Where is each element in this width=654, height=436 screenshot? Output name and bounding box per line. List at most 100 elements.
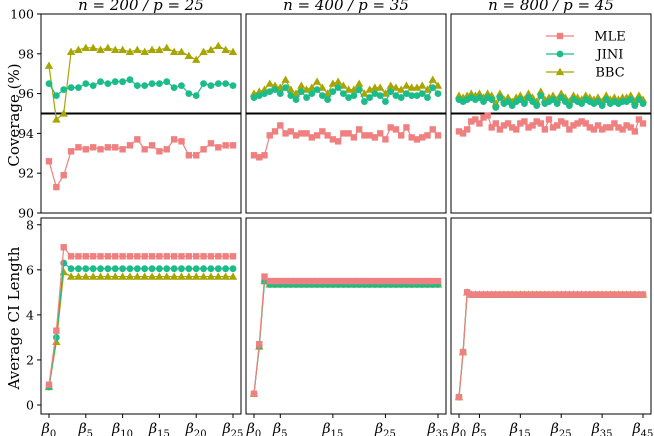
point-mle — [549, 124, 557, 131]
point-mle — [419, 277, 426, 285]
point-jini — [355, 86, 363, 94]
point-mle — [590, 126, 598, 133]
point-mle — [529, 291, 536, 298]
point-mle — [429, 277, 436, 285]
point-jini — [496, 94, 504, 101]
point-mle — [472, 291, 479, 298]
point-mle — [350, 134, 358, 141]
point-mle — [615, 124, 622, 131]
point-jini — [163, 265, 171, 273]
point-mle — [200, 146, 207, 153]
point-mle — [480, 291, 487, 298]
point-bbc — [206, 45, 216, 53]
point-mle — [361, 277, 368, 285]
point-bbc — [103, 43, 113, 51]
legend-item-jini: JINI — [546, 48, 623, 63]
point-bbc — [344, 85, 353, 93]
series-jini — [455, 288, 647, 401]
point-bbc — [297, 81, 306, 89]
point-mle — [500, 291, 508, 298]
point-mle — [200, 253, 207, 260]
point-jini — [229, 82, 237, 90]
point-mle — [371, 134, 379, 141]
point-mle — [459, 130, 467, 137]
x-tick-label: β15 — [321, 421, 343, 436]
coverage-axis-label: Coverage (%) — [5, 63, 23, 166]
point-mle — [376, 130, 384, 137]
point-mle — [398, 277, 405, 285]
y-tick-label: 94 — [18, 126, 34, 141]
point-mle — [45, 158, 53, 165]
point-bbc — [184, 51, 194, 59]
point-bbc — [81, 43, 90, 51]
point-mle — [537, 291, 544, 298]
legend-marker — [555, 67, 565, 76]
point-mle — [355, 277, 363, 285]
point-mle — [371, 277, 379, 285]
point-mle — [319, 277, 326, 285]
point-mle — [97, 253, 104, 260]
point-jini — [185, 265, 193, 273]
point-jini — [126, 265, 134, 273]
series-bbc — [44, 267, 238, 391]
point-mle — [529, 122, 536, 129]
point-mle — [329, 277, 337, 285]
point-mle — [134, 253, 141, 260]
point-mle — [287, 128, 294, 135]
point-jini — [156, 265, 163, 273]
point-mle — [387, 124, 394, 131]
point-mle — [361, 132, 368, 139]
point-mle — [484, 291, 491, 298]
point-mle — [468, 291, 475, 298]
point-mle — [193, 152, 200, 159]
point-bbc — [118, 272, 127, 280]
series-line-mle — [253, 275, 438, 394]
point-mle — [126, 142, 134, 149]
point-mle — [67, 148, 75, 155]
point-mle — [408, 277, 415, 285]
point-mle — [413, 136, 421, 143]
point-mle — [480, 114, 487, 121]
series-jini — [45, 76, 237, 99]
point-bbc — [192, 272, 201, 280]
point-mle — [566, 291, 573, 298]
point-mle — [607, 291, 614, 298]
point-mle — [566, 126, 573, 133]
point-bbc — [74, 45, 83, 53]
point-mle — [508, 291, 516, 298]
point-mle — [525, 291, 532, 298]
point-jini — [126, 76, 134, 84]
point-jini — [371, 90, 379, 97]
point-mle — [104, 144, 112, 151]
point-jini — [533, 102, 541, 109]
point-mle — [611, 291, 618, 298]
point-jini — [488, 96, 496, 103]
point-bbc — [162, 43, 171, 51]
point-mle — [277, 122, 284, 129]
point-jini — [222, 80, 230, 88]
point-mle — [500, 122, 508, 129]
y-tick-label: 92 — [18, 166, 34, 181]
point-mle — [355, 126, 363, 133]
point-mle — [492, 120, 499, 127]
point-bbc — [402, 81, 411, 89]
point-mle — [623, 291, 630, 298]
point-jini — [214, 80, 222, 88]
point-mle — [282, 277, 289, 285]
point-jini — [104, 80, 112, 88]
point-mle — [82, 146, 89, 153]
ci-length-axis-label: Average CI Length — [5, 246, 23, 390]
point-mle — [104, 253, 112, 260]
point-mle — [277, 277, 284, 285]
point-jini — [329, 88, 337, 96]
point-mle — [582, 291, 589, 298]
point-jini — [361, 98, 368, 105]
point-mle — [408, 134, 415, 141]
point-mle — [521, 291, 528, 298]
point-mle — [82, 253, 89, 260]
point-jini — [200, 265, 207, 273]
point-mle — [504, 120, 512, 127]
point-mle — [619, 126, 626, 133]
point-mle — [271, 128, 279, 135]
point-mle — [156, 253, 163, 260]
